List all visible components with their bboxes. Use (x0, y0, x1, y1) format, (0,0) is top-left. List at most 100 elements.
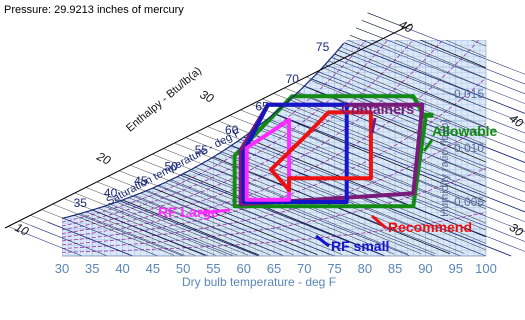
enthalpy-extension (152, 153, 192, 170)
enthalpy-extension (108, 176, 146, 192)
enthalpy-line (145, 190, 310, 257)
wetbulb-line (340, 46, 486, 109)
region-recommend (269, 110, 373, 193)
enthalpy-tick-label: 20 (94, 149, 113, 168)
pressure-label: Pressure: 29.9213 inches of mercury (4, 4, 184, 16)
allowable-marker (424, 112, 434, 118)
wetbulb-line (164, 182, 343, 255)
x-tick-label: 50 (176, 261, 190, 276)
rh-curve (62, 167, 486, 249)
wetbulb-line (104, 205, 227, 256)
x-tick-label: 100 (475, 261, 497, 276)
saturation-tick-label: 35 (74, 196, 88, 210)
wetbulb-line (261, 123, 486, 217)
annotation-arrow (199, 208, 231, 215)
wetbulb-line (310, 79, 486, 154)
enthalpy-line (77, 213, 184, 257)
enthalpy-line (266, 119, 525, 223)
rh-curve (62, 40, 486, 223)
x-tick-label: 75 (327, 261, 341, 276)
enthalpy-extension (240, 109, 267, 121)
annotation-arrow (422, 139, 434, 152)
wetbulb-line (370, 40, 486, 58)
x-tick-label: 95 (448, 261, 462, 276)
x-tick-label: 40 (115, 261, 129, 276)
wetbulb-line (334, 53, 486, 119)
saturation-tick-label: 50 (164, 160, 178, 174)
enthalpy-line (221, 151, 487, 257)
region-rf-large (244, 117, 292, 202)
wetbulb-line (201, 163, 422, 255)
enthalpy-tick-label: 10 (13, 220, 31, 239)
axes-layer (4, 12, 487, 257)
enthalpy-extension (337, 49, 351, 56)
enthalpy-line (331, 57, 525, 134)
enthalpy-extension (306, 76, 312, 80)
rh-curve (62, 40, 486, 234)
wetbulb-line (116, 201, 249, 256)
enthalpy-line (47, 221, 133, 257)
wetbulb-line (364, 40, 486, 69)
labels-layer: 30 35 40 45 50 55 60 65 70 75 80 85 90 95 100 Dry bulb … (13, 17, 525, 289)
enthalpy-extension (85, 187, 121, 202)
enthalpy-extension (52, 203, 79, 215)
saturation-tick-label: 65 (255, 100, 269, 114)
wetbulb-line (189, 170, 395, 255)
enthalpy-line (343, 42, 525, 114)
enthalpy-extension (324, 64, 329, 67)
enthalpy-line (180, 174, 386, 257)
enthalpy-line (191, 169, 411, 257)
wetbulb-line (286, 102, 486, 187)
annotation-arrow (370, 117, 377, 134)
saturation-curve (61, 42, 345, 219)
enthalpy-extension (344, 42, 362, 50)
y-tick-label: 0.015 (454, 87, 484, 101)
y-axis-title: Humidity ratio (lb/lb) (439, 119, 451, 217)
wetbulb-line (98, 207, 216, 256)
wetbulb-line (74, 215, 175, 256)
wetbulb-line (195, 167, 408, 255)
right-enthalpy-label: 40 (507, 111, 525, 130)
wetbulb-line (273, 113, 486, 202)
enthalpy-extension (41, 209, 64, 219)
enthalpy-line (367, 12, 525, 75)
annotation-allowable: Allowable (432, 123, 498, 139)
enthalpy-extension (207, 126, 241, 140)
enthalpy-extension (19, 220, 32, 226)
enthalpy-extension (295, 82, 305, 87)
enthalpy-extension (141, 159, 181, 176)
wetbulb-line (304, 85, 486, 163)
enthalpy-extension (74, 192, 107, 206)
enthalpy-extension (331, 57, 340, 61)
wetbulb-line (140, 192, 294, 256)
annotation-recommend: Recommend (388, 219, 472, 235)
wetbulb-line (237, 141, 486, 244)
enthalpy-extension (251, 104, 275, 114)
enthalpy-tick-label: 30 (198, 87, 216, 106)
enthalpy-extension (356, 27, 384, 39)
wetbulb-line (110, 203, 238, 256)
x-tick-label: 65 (267, 261, 281, 276)
saturation-tick-label: 70 (286, 72, 300, 86)
wetbulb-line (225, 149, 480, 254)
wetbulb-line (292, 97, 486, 179)
enthalpy-extension (262, 98, 283, 107)
enthalpy-line (119, 200, 260, 257)
enthalpy-extension (196, 131, 232, 146)
enthalpy-line (337, 49, 525, 124)
x-tick-label: 60 (236, 261, 250, 276)
wetbulb-line (80, 213, 185, 256)
enthalpy-scale-line (4, 23, 413, 229)
region-allowable (232, 94, 428, 209)
x-tick-label: 85 (388, 261, 402, 276)
enthalpy-extension (350, 35, 373, 45)
wetbulb-line (122, 199, 260, 256)
wetbulb-line (322, 67, 486, 137)
enthalpy-extension (96, 181, 134, 197)
saturation-tick-label: 55 (195, 143, 209, 157)
saturation-tick-label: 40 (104, 186, 118, 200)
wetbulb-line (134, 195, 283, 256)
annotation-rf-small: RF small (331, 238, 389, 254)
enthalpy-line (318, 71, 525, 154)
